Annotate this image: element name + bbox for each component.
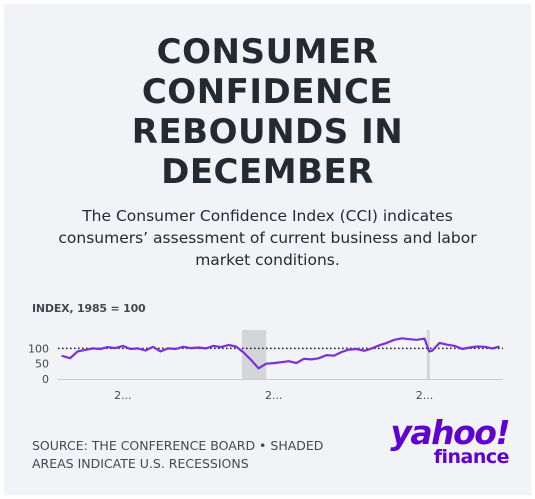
headline-line: CONSUMER: [156, 32, 379, 72]
cci-series-line: [61, 337, 500, 370]
subtitle: The Consumer Confidence Index (CCI) indi…: [20, 205, 515, 271]
headline-line: REBOUNDS IN: [131, 112, 404, 152]
x-tick-label: 2...: [265, 389, 283, 402]
subtitle-line: The Consumer Confidence Index (CCI) indi…: [82, 207, 453, 225]
x-tick-label: 2...: [416, 389, 434, 402]
recession-band: [426, 330, 430, 379]
logo-wordmark: yahoo!: [390, 413, 510, 452]
infographic-card: [4, 4, 531, 495]
logo-subtext: finance: [433, 446, 510, 468]
y-tick-label: 100: [28, 342, 49, 355]
headline-line: DECEMBER: [161, 152, 374, 192]
headline: CONSUMER CONFIDENCE REBOUNDS IN DECEMBER: [0, 32, 535, 192]
headline-line: CONFIDENCE: [141, 72, 394, 112]
source-line: SOURCE: THE CONFERENCE BOARD • SHADED: [32, 438, 324, 453]
x-tick-label: 2...: [114, 389, 132, 402]
source-note: SOURCE: THE CONFERENCE BOARD • SHADED AR…: [32, 437, 323, 473]
source-line: AREAS INDICATE U.S. RECESSIONS: [32, 456, 249, 471]
y-axis-label: INDEX, 1985 = 100: [32, 302, 146, 315]
subtitle-line: consumers’ assessment of current busines…: [58, 229, 477, 247]
yahoo-finance-logo: yahoo! finance: [390, 413, 510, 468]
subtitle-line: market conditions.: [195, 251, 340, 269]
y-tick-label: 50: [35, 358, 49, 371]
y-tick-label: 0: [42, 373, 49, 386]
cci-line-chart: 0501002...2...2...2...: [28, 330, 503, 402]
